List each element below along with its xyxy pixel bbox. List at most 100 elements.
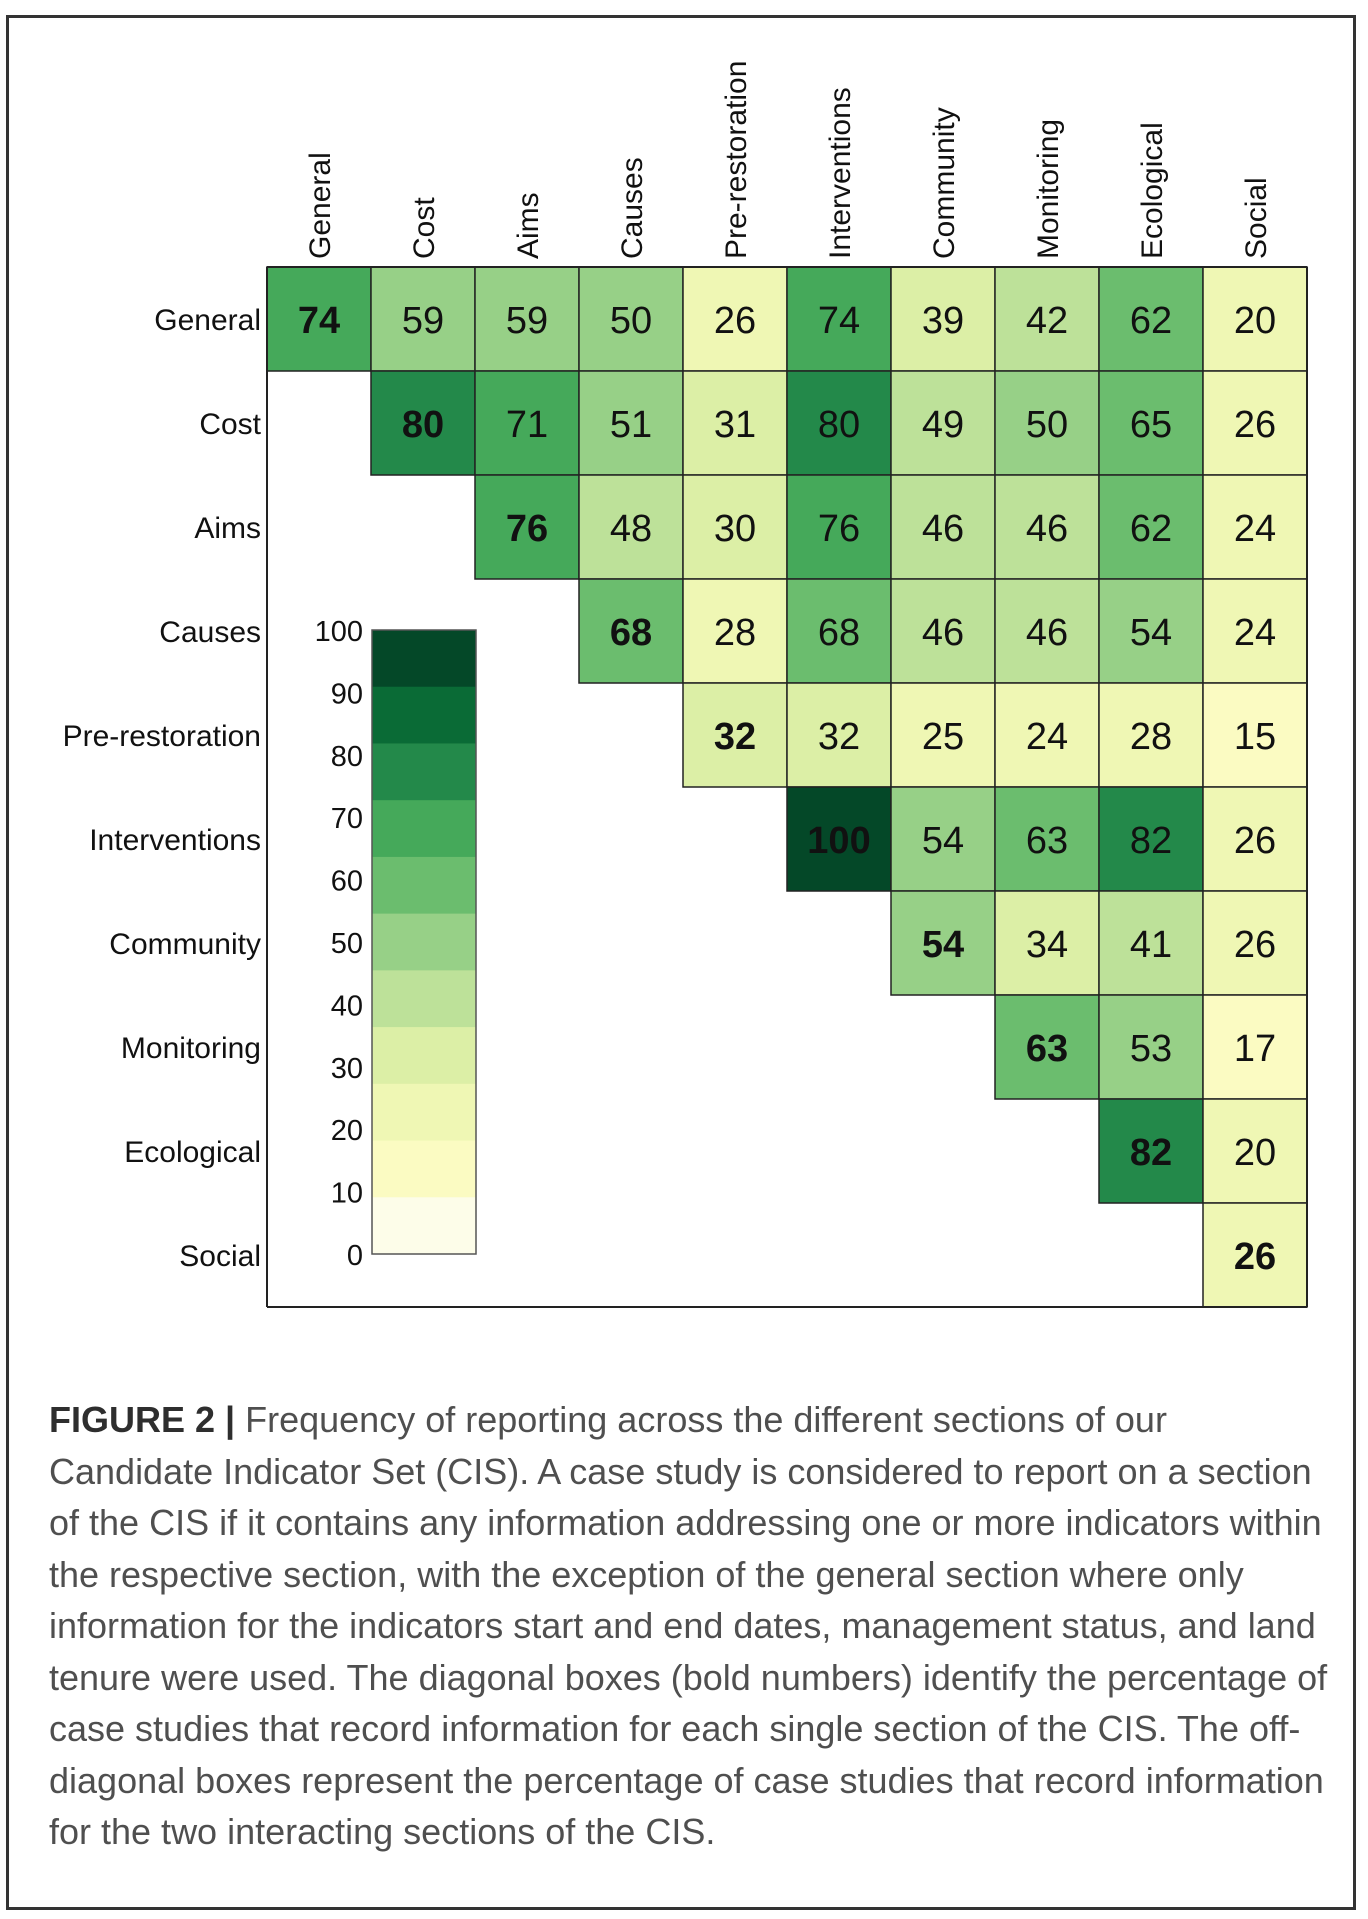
heatmap-cell: [1098, 890, 1204, 996]
heatmap-cell: [994, 370, 1100, 476]
heatmap-cell: [1202, 370, 1308, 476]
cell-value-label: 41: [1130, 924, 1172, 966]
cell-value-label: 74: [818, 300, 860, 342]
cell-value-label: 49: [922, 404, 964, 446]
cell-value-label: 26: [714, 300, 756, 342]
column-label-general: General: [304, 152, 337, 259]
heatmap-cell: [682, 682, 788, 788]
cell-value-label: 32: [818, 716, 860, 758]
figure-label: FIGURE 2 |: [49, 1399, 236, 1440]
colorbar-segment: [372, 1027, 476, 1085]
cell-value-label: 26: [1234, 924, 1276, 966]
column-label-social: Social: [1240, 177, 1273, 259]
heatmap-cell: [994, 266, 1100, 372]
column-label-cost: Cost: [408, 197, 441, 259]
cell-value-label: 24: [1026, 716, 1068, 758]
heatmap-cell: [890, 578, 996, 684]
figure-frame: 74 59 59 50 26 74 39 42 62 20 80 71 51 31 80 49 50 65 26 76…: [6, 15, 1356, 1910]
cell-value-label: 39: [922, 300, 964, 342]
heatmap-cell: [786, 682, 892, 788]
cell-value-label: 15: [1234, 716, 1276, 758]
row-label-causes: Causes: [159, 616, 261, 649]
heatmap-cell: [578, 578, 684, 684]
row-label-aims: Aims: [194, 512, 261, 545]
colorbar-tick-label: 60: [331, 866, 363, 898]
heatmap-cell: [682, 578, 788, 684]
heatmap-cell: [266, 266, 372, 372]
colorbar-segment: [372, 1083, 476, 1142]
heatmap-chart: 74 59 59 50 26 74 39 42 62 20 80 71 51 31 80 49 50 65 26 76…: [63, 61, 1308, 1308]
cell-value-label: 54: [1130, 612, 1172, 654]
cell-value-label: 74: [298, 300, 340, 342]
colorbar-border: [371, 629, 477, 1255]
caption-text: Frequency of reporting across the differ…: [49, 1399, 1328, 1852]
heatmap-cell: [786, 786, 892, 892]
cell-value-label: 71: [506, 404, 548, 446]
row-label-community: Community: [109, 928, 261, 961]
cell-value-label: 51: [610, 404, 652, 446]
colorbar-tick-label: 30: [331, 1053, 363, 1085]
colorbar-segment: [372, 1140, 476, 1198]
column-label-monitoring: Monitoring: [1032, 119, 1065, 259]
cell-value-label: 42: [1026, 300, 1068, 342]
colorbar-segment: [372, 743, 476, 801]
colorbar-segment: [372, 630, 476, 688]
heatmap-cell: [786, 474, 892, 580]
cell-value-label: 62: [1130, 300, 1172, 342]
cell-value-label: 59: [402, 300, 444, 342]
cell-value-label: 54: [922, 924, 964, 966]
cell-value-label: 63: [1026, 1028, 1068, 1070]
cell-value-label: 24: [1234, 508, 1276, 550]
cell-value-label: 100: [807, 820, 870, 862]
heatmap-cell: [890, 890, 996, 996]
heatmap-cell: [994, 786, 1100, 892]
colorbar-segment: [372, 1197, 476, 1255]
column-label-interventions: Interventions: [824, 87, 857, 259]
colorbar-tick-label: 50: [331, 928, 363, 960]
cell-value-label: 50: [610, 300, 652, 342]
cell-value-label: 17: [1234, 1028, 1276, 1070]
cell-value-label: 76: [818, 508, 860, 550]
cell-value-label: 48: [610, 508, 652, 550]
cell-value-label: 34: [1026, 924, 1068, 966]
cell-value-label: 26: [1234, 820, 1276, 862]
cell-value-label: 46: [1026, 508, 1068, 550]
heatmap-cell: [1202, 890, 1308, 996]
cell-value-label: 80: [818, 404, 860, 446]
column-label-pre-restoration: Pre-restoration: [720, 61, 753, 259]
cell-value-label: 46: [922, 612, 964, 654]
heatmap-cell: [1202, 682, 1308, 788]
heatmap-cell: [890, 682, 996, 788]
row-label-general: General: [154, 304, 261, 337]
heatmap-cell: [786, 266, 892, 372]
row-label-interventions: Interventions: [89, 824, 261, 857]
heatmap-cell: [994, 682, 1100, 788]
cell-value-label: 25: [922, 716, 964, 758]
colorbar-tick-label: 40: [331, 990, 363, 1022]
colorbar-segment: [372, 686, 476, 744]
cell-value-label: 80: [402, 404, 444, 446]
cell-value-label: 26: [1234, 404, 1276, 446]
heatmap-cell: [1202, 1202, 1308, 1308]
heatmap-cell: [1202, 1098, 1308, 1204]
row-label-social: Social: [179, 1240, 261, 1273]
heatmap-cell: [890, 370, 996, 476]
heatmap-cell: [994, 474, 1100, 580]
heatmap-cell: [1098, 994, 1204, 1100]
heatmap-cell: [1098, 1098, 1204, 1204]
cell-value-label: 65: [1130, 404, 1172, 446]
cell-value-label: 24: [1234, 612, 1276, 654]
cell-value-label: 31: [714, 404, 756, 446]
heatmap-cell: [1098, 682, 1204, 788]
colorbar-tick-label: 10: [331, 1178, 363, 1210]
heatmap-cell: [370, 266, 476, 372]
row-label-monitoring: Monitoring: [121, 1032, 261, 1065]
column-label-aims: Aims: [512, 192, 545, 259]
colorbar-tick-label: 80: [331, 741, 363, 773]
column-label-ecological: Ecological: [1136, 122, 1169, 259]
cell-value-label: 63: [1026, 820, 1068, 862]
figure-caption: FIGURE 2 | Frequency of reporting across…: [49, 1394, 1329, 1858]
colorbar-tick-label: 100: [315, 616, 363, 648]
cell-value-label: 53: [1130, 1028, 1172, 1070]
column-label-causes: Causes: [616, 157, 649, 259]
